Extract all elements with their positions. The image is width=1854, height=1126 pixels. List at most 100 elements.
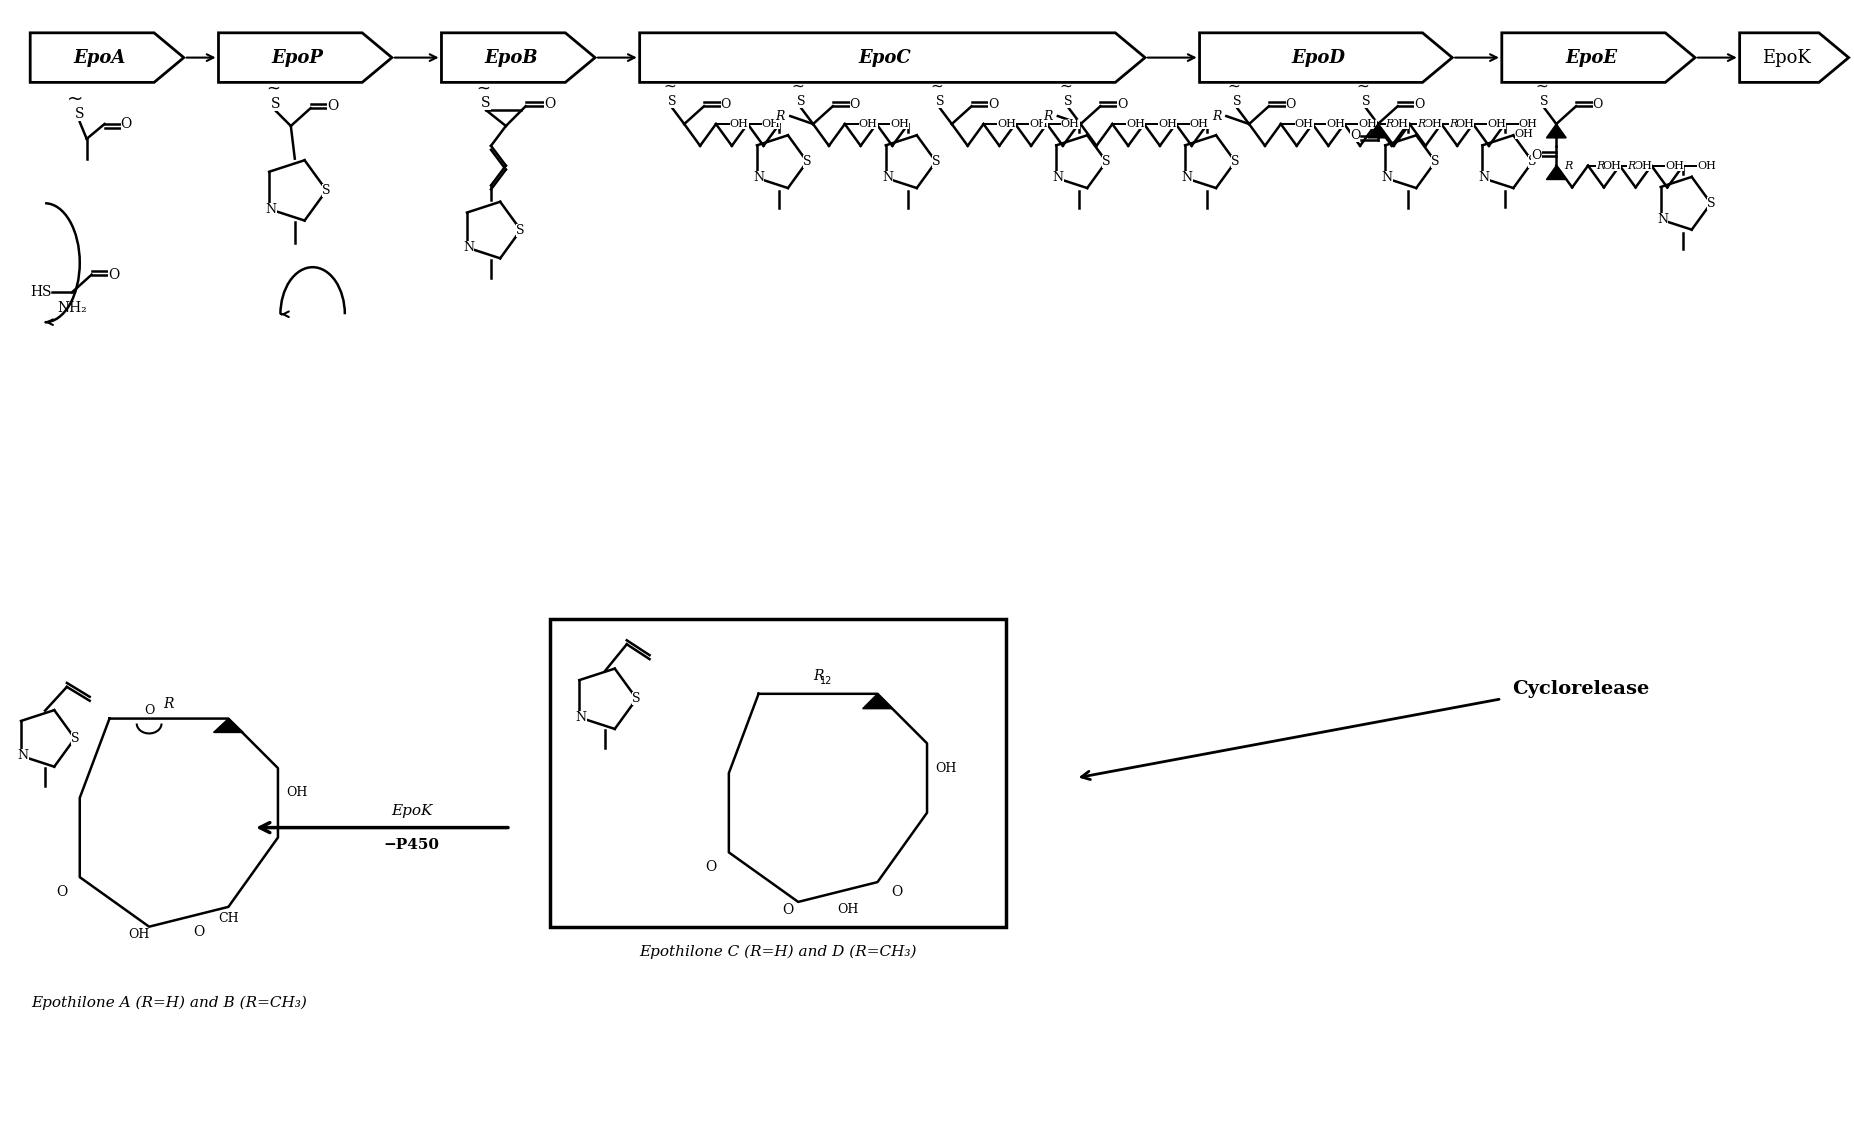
Text: OH: OH xyxy=(1326,119,1346,129)
Text: O: O xyxy=(1285,98,1296,110)
Text: O: O xyxy=(849,98,860,110)
Text: S: S xyxy=(936,95,944,108)
Text: OH: OH xyxy=(1159,119,1177,129)
Polygon shape xyxy=(1739,33,1848,82)
Text: OH: OH xyxy=(1029,119,1048,129)
Text: ~: ~ xyxy=(265,79,280,97)
Text: 12: 12 xyxy=(819,676,832,686)
Text: OH: OH xyxy=(1602,161,1620,171)
Text: R: R xyxy=(1628,161,1635,171)
Text: O: O xyxy=(1350,129,1361,142)
Text: S: S xyxy=(797,95,805,108)
Text: O: O xyxy=(121,117,132,131)
Text: S: S xyxy=(1431,155,1441,168)
Text: OH: OH xyxy=(1633,161,1652,171)
Text: OH: OH xyxy=(1665,161,1683,171)
Polygon shape xyxy=(1200,33,1452,82)
Text: OH: OH xyxy=(1696,161,1717,171)
Text: N: N xyxy=(753,171,764,185)
Text: EpoE: EpoE xyxy=(1565,48,1617,66)
Text: OH: OH xyxy=(934,761,957,775)
Text: ~: ~ xyxy=(792,79,805,93)
Text: OH: OH xyxy=(1424,119,1442,129)
Text: O: O xyxy=(705,860,717,874)
Text: S: S xyxy=(933,155,940,168)
Text: O: O xyxy=(721,98,730,110)
Text: O: O xyxy=(988,98,999,110)
Text: R: R xyxy=(812,669,823,683)
Text: S: S xyxy=(1708,197,1715,209)
Text: S: S xyxy=(1064,95,1073,108)
Text: O: O xyxy=(1415,98,1424,110)
Text: O: O xyxy=(1531,150,1543,162)
Text: R: R xyxy=(163,697,174,711)
Text: OH: OH xyxy=(836,903,858,917)
Text: S: S xyxy=(74,107,85,122)
Text: O: O xyxy=(108,268,119,282)
Text: R: R xyxy=(1596,161,1604,171)
Text: R: R xyxy=(1416,119,1426,129)
Text: ~: ~ xyxy=(931,79,944,93)
Text: R: R xyxy=(1044,109,1053,123)
Polygon shape xyxy=(862,694,892,708)
Polygon shape xyxy=(213,718,243,732)
Text: S: S xyxy=(803,155,812,168)
Polygon shape xyxy=(219,33,391,82)
Text: EpoC: EpoC xyxy=(858,48,912,66)
Text: OH: OH xyxy=(1518,119,1537,129)
Text: O: O xyxy=(1593,98,1604,110)
Text: R: R xyxy=(1213,109,1222,123)
Text: OH: OH xyxy=(1125,119,1146,129)
Text: CH: CH xyxy=(219,912,239,924)
Text: HS: HS xyxy=(30,286,52,300)
Text: OH: OH xyxy=(1455,119,1474,129)
Text: OH: OH xyxy=(762,119,781,129)
Polygon shape xyxy=(1546,166,1567,179)
Text: N: N xyxy=(1381,171,1392,185)
Text: S: S xyxy=(517,224,525,236)
Text: S: S xyxy=(482,96,491,110)
Text: Epothilone A (R=H) and B (R=CH₃): Epothilone A (R=H) and B (R=CH₃) xyxy=(32,997,308,1010)
Text: EpoP: EpoP xyxy=(273,48,324,66)
Text: OH: OH xyxy=(1487,119,1505,129)
Polygon shape xyxy=(1502,33,1695,82)
Text: O: O xyxy=(543,97,554,111)
Text: O: O xyxy=(326,99,337,113)
Text: EpoK: EpoK xyxy=(1763,48,1811,66)
Text: S: S xyxy=(667,95,677,108)
Text: R: R xyxy=(1385,119,1394,129)
Text: S: S xyxy=(632,692,641,705)
Text: ~: ~ xyxy=(1357,79,1370,93)
Text: OH: OH xyxy=(128,928,150,941)
Text: Cyclorelease: Cyclorelease xyxy=(1511,680,1648,698)
Text: OH: OH xyxy=(890,119,908,129)
Text: O: O xyxy=(145,704,154,717)
Text: O: O xyxy=(56,885,67,899)
Text: N: N xyxy=(1657,213,1669,226)
Polygon shape xyxy=(30,33,184,82)
Text: N: N xyxy=(883,171,894,185)
Text: S: S xyxy=(1231,155,1240,168)
Text: S: S xyxy=(1363,95,1370,108)
Polygon shape xyxy=(1546,124,1567,137)
Text: O: O xyxy=(892,885,903,899)
Text: ~: ~ xyxy=(1059,79,1072,93)
Text: S: S xyxy=(70,732,80,745)
Text: O: O xyxy=(1118,98,1127,110)
Text: ~: ~ xyxy=(476,79,489,97)
Polygon shape xyxy=(441,33,595,82)
Text: N: N xyxy=(1479,171,1491,185)
Text: ~: ~ xyxy=(664,79,675,93)
Text: N: N xyxy=(464,241,475,254)
Text: OH: OH xyxy=(1390,119,1409,129)
Text: OH: OH xyxy=(1190,119,1209,129)
Text: EpoK: EpoK xyxy=(391,804,432,817)
Text: OH: OH xyxy=(1359,119,1378,129)
Text: Epothilone C (R=H) and D (R=CH₃): Epothilone C (R=H) and D (R=CH₃) xyxy=(640,945,918,959)
Text: S: S xyxy=(323,184,330,197)
Text: N: N xyxy=(17,750,28,762)
Text: N: N xyxy=(1053,171,1064,185)
Text: EpoB: EpoB xyxy=(484,48,538,66)
Text: OH: OH xyxy=(858,119,877,129)
Text: NH₂: NH₂ xyxy=(57,302,87,315)
